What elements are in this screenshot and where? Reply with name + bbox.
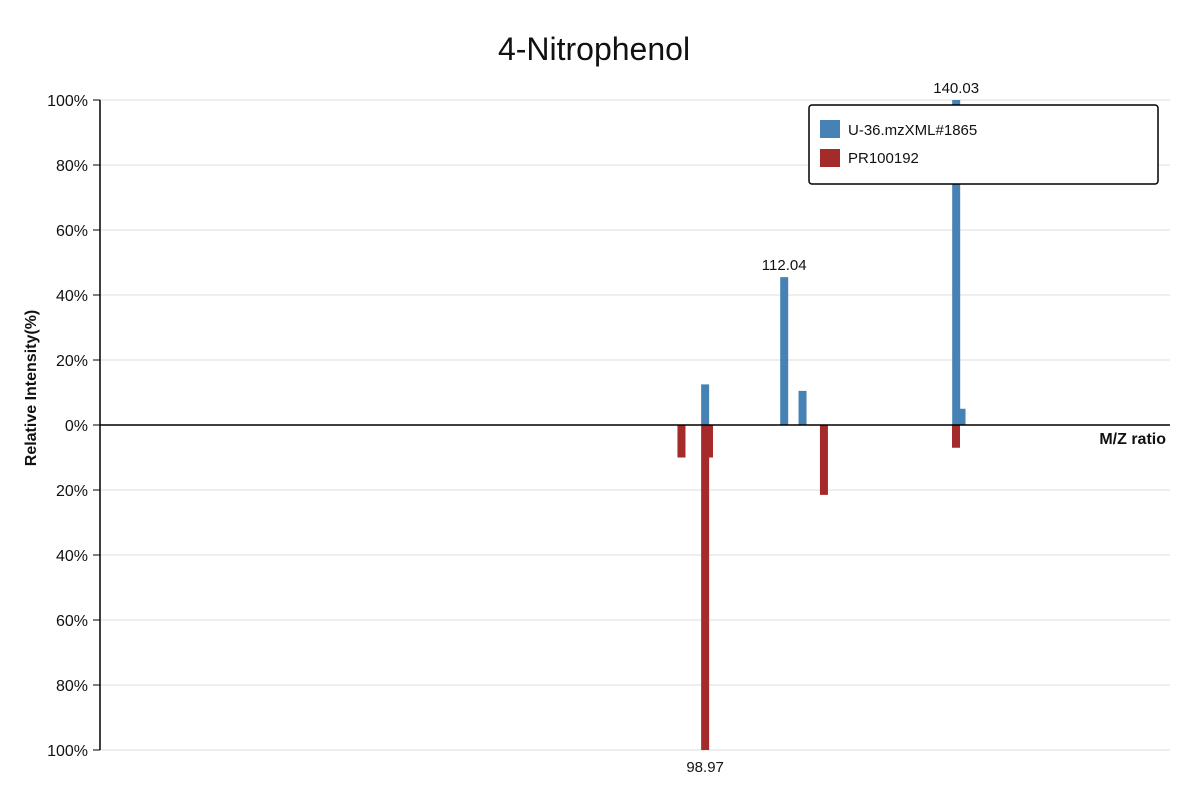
peak-label: 112.04 (762, 257, 807, 274)
y-tick-label: 80% (56, 678, 88, 695)
y-tick-label: 20% (56, 353, 88, 370)
y-tick-label: 20% (56, 483, 88, 500)
legend-swatch-reference (820, 149, 840, 167)
y-axis-label: Relative Intensity(%) (23, 310, 40, 466)
reference-peak-bar (952, 425, 960, 448)
sample-peak-bar (798, 390, 807, 425)
y-tick-label: 100% (47, 743, 88, 760)
peak-label: 140.03 (933, 80, 979, 97)
reference-peak-bar (701, 425, 710, 750)
reference-peak-bar (704, 425, 713, 458)
y-tick-label: 60% (56, 223, 88, 240)
sample-peak-bar (952, 100, 961, 425)
legend-swatch-sample (820, 120, 840, 138)
y-tick-label: 100% (47, 93, 88, 110)
y-tick-label: 40% (56, 288, 88, 305)
peak-labels: 140.03 112.04 98.97 (686, 80, 979, 776)
y-tick-label: 60% (56, 613, 88, 630)
y-tick-label: 80% (56, 158, 88, 175)
spectrum-bars (677, 100, 966, 750)
y-tick-label: 0% (65, 418, 88, 435)
legend-label-reference: PR100192 (848, 150, 919, 167)
sample-peak-bar (780, 277, 789, 425)
peak-label: 98.97 (686, 759, 724, 776)
sample-peak-bar (957, 408, 966, 425)
legend-label-sample: U-36.mzXML#1865 (848, 122, 977, 139)
y-tick-label: 40% (56, 548, 88, 565)
gridlines (100, 99, 1170, 751)
reference-peak-bar (677, 425, 686, 458)
x-axis-label: M/Z ratio (1099, 431, 1166, 448)
y-tick-labels: 100% 80% 60% 40% 20% 0% 20% 40% 60% 80% 100% (47, 93, 100, 760)
legend-box (808, 104, 1159, 185)
chart-title: 4-Nitrophenol (498, 31, 690, 67)
legend: U-36.mzXML#1865 PR100192 (808, 104, 1159, 185)
reference-peak-bar (819, 425, 828, 495)
sample-peak-bar (701, 384, 710, 425)
